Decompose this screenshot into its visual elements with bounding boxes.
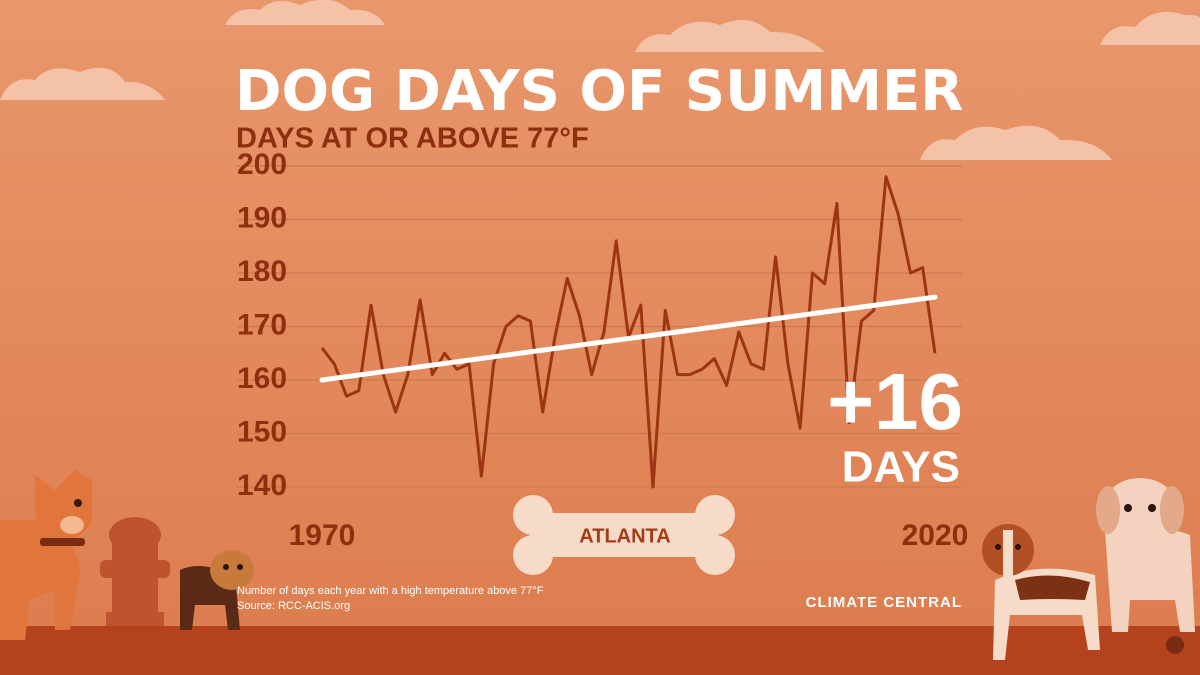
brand: CLIMATE CENTRAL [806, 594, 962, 611]
change-unit: DAYS [842, 443, 960, 492]
hydrant [100, 517, 170, 626]
trend-line [319, 294, 938, 383]
source: Source: RCC-ACIS.org [237, 600, 350, 612]
dog-beagle [982, 524, 1100, 660]
chart-subtitle: DAYS AT OR ABOVE 77°F [236, 123, 589, 155]
y-tick-label: 200 [237, 148, 287, 181]
y-tick-label: 180 [237, 255, 287, 288]
ground [0, 626, 1200, 675]
y-tick-label: 150 [237, 415, 287, 448]
dog-left [0, 470, 92, 640]
bone [513, 495, 735, 575]
y-tick-label: 140 [237, 469, 287, 502]
change-annotation: +16 [827, 357, 963, 446]
dog-small [180, 550, 254, 630]
y-tick-label: 170 [237, 308, 287, 341]
plot: 140 150 160 170 180 190 200 1970 2020 [237, 148, 968, 552]
note: Number of days each year with a high tem… [237, 585, 544, 597]
x-tick-label: 2020 [902, 519, 969, 552]
y-tick-label: 190 [237, 201, 287, 234]
dog-puppy [1096, 478, 1195, 654]
clouds [0, 0, 1200, 160]
y-tick-label: 160 [237, 362, 287, 395]
x-tick-label: 1970 [289, 519, 356, 552]
location-label: ATLANTA [579, 525, 670, 547]
chart-title: DOG DAYS OF SUMMER [235, 59, 963, 124]
